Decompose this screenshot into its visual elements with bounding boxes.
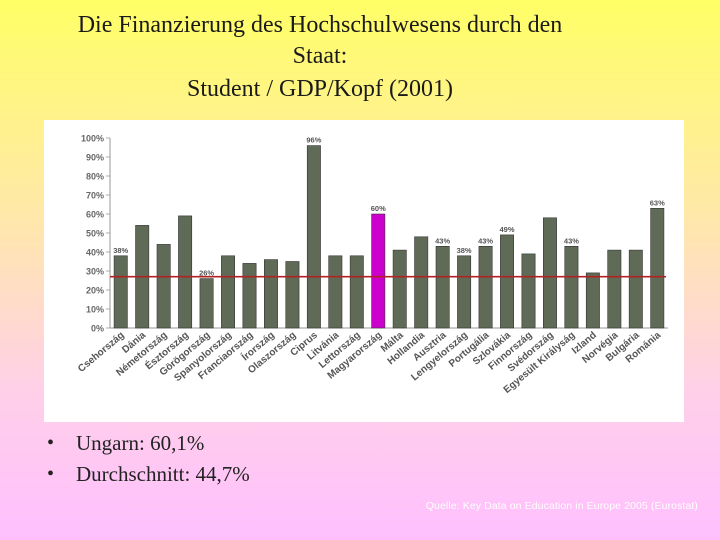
bar [328,255,343,329]
y-tick-label: 20% [86,286,104,296]
bar [457,255,472,329]
bullet-item-average: • Durchschnitt: 44,7% [44,459,250,490]
title-line-2: Staat: [292,43,348,69]
bar [628,249,643,329]
bar [564,246,579,329]
data-label: 49% [500,225,515,234]
bar [199,278,214,329]
bar [435,246,450,329]
y-tick-label: 10% [86,305,104,315]
y-tick-label: 50% [86,229,104,239]
bullet-item-hungary: • Ungarn: 60,1% [44,428,250,459]
y-tick-label: 40% [86,248,104,258]
bar [543,217,557,329]
bar [349,255,364,329]
source-note: Quelle: Key Data on Education in Europe … [425,500,698,512]
bullet-text-average: Durchschnitt: 44,7% [76,462,250,486]
bar [306,145,321,329]
title-line-3: Student / GDP/Kopf (2001) [187,76,453,102]
bar [221,255,235,329]
y-tick-label: 100% [81,134,104,144]
bar [500,234,514,329]
data-label: 38% [457,246,472,255]
bar [650,208,665,329]
data-label: 43% [564,236,579,245]
y-tick-label: 70% [86,191,104,201]
data-label: 96% [306,136,321,145]
bar-chart: 0%10%20%30%40%50%60%70%80%90%100%38%Cseh… [76,134,668,396]
bar [521,253,536,329]
bullet-list: • Ungarn: 60,1% • Durchschnitt: 44,7% [44,428,250,490]
bullet-dot-icon: • [47,432,55,454]
bar [156,244,171,329]
chart-panel: 0% 10% 20% 30% 40% 50% 60% 70% 80% 90% 100% 38% Cseh… [44,120,684,422]
bar [285,261,300,329]
y-tick-label: 80% [86,172,104,182]
data-label: 63% [650,198,665,207]
data-label: 38% [113,246,128,255]
bar [585,272,600,329]
title-line-1: Die Finanzierung des Hochschulwesens dur… [77,12,563,38]
bullet-text-hungary: Ungarn: 60,1% [76,431,205,455]
slide-title: Die Finanzierung des Hochschulwesens dur… [0,10,640,105]
bar [371,213,386,329]
y-tick-label: 30% [86,267,104,277]
y-tick-label: 90% [86,153,104,163]
data-label: 60% [371,204,386,213]
data-label: 26% [199,269,214,278]
bar [242,263,257,329]
bar [113,255,128,329]
bar [392,249,407,329]
bar [414,236,429,329]
y-tick-label: 0% [91,324,104,334]
bar [264,259,278,329]
data-label: 43% [478,236,493,245]
bullet-dot-icon: • [47,463,55,485]
y-tick-label: 60% [86,210,104,220]
bar [607,249,622,329]
bar [178,215,193,329]
data-label: 43% [435,236,450,245]
bar [478,246,493,329]
